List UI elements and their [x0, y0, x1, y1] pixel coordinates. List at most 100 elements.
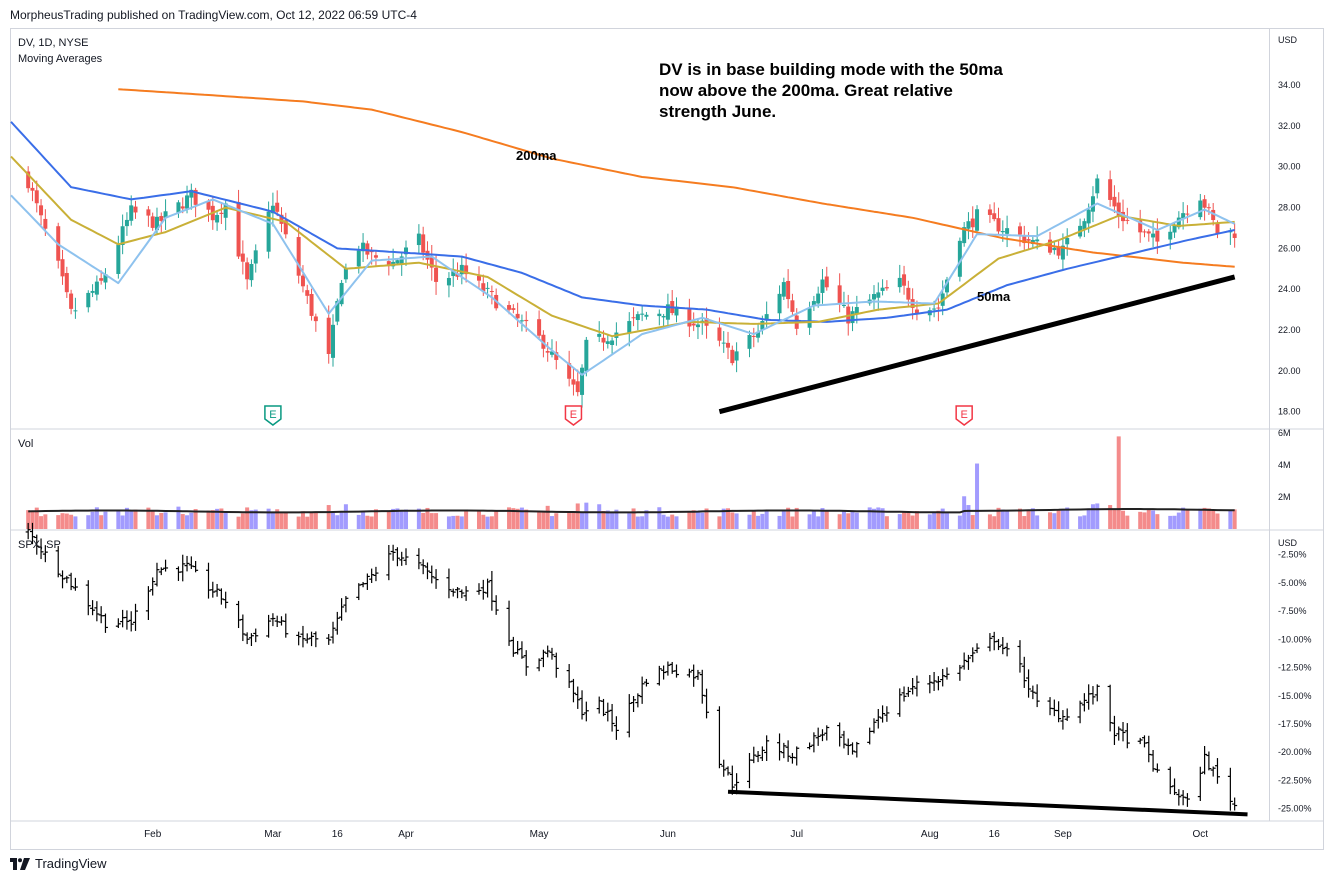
price-candle [507, 305, 512, 310]
volume-bar [94, 507, 99, 529]
spx-ohlc-bar [935, 676, 941, 691]
spx-ohlc-bar [673, 664, 679, 678]
price-candle [485, 287, 490, 289]
price-candle [296, 237, 301, 276]
price-candle [571, 379, 576, 385]
price-candle [361, 242, 366, 252]
spx-ohlc-bar [1202, 746, 1208, 775]
volume-bar [1000, 509, 1005, 529]
volume-bar [519, 507, 524, 529]
price-candle [996, 218, 1001, 232]
spx-ohlc-bar [566, 664, 572, 688]
spx-ohlc-bar [25, 522, 31, 540]
spx-ohlc-bar [102, 613, 108, 633]
volume-bar [434, 513, 439, 529]
price-candle [601, 337, 606, 343]
spx-ohlc-bar [1180, 790, 1186, 806]
price-candle [185, 195, 190, 209]
spx-ohlc-bar [38, 538, 44, 560]
price-candle [434, 267, 439, 282]
price-candle [1060, 245, 1065, 260]
price-tick-label: 18.00 [1278, 407, 1301, 417]
price-candle [459, 264, 464, 275]
time-tick-label: Aug [921, 829, 939, 840]
price-candle [811, 301, 816, 306]
price-candle [717, 327, 722, 341]
price-candle [635, 314, 640, 321]
volume-bar [614, 509, 619, 529]
volume-tick-label: 4M [1278, 460, 1291, 470]
spx-ohlc-bar [991, 631, 997, 651]
volume-bar [781, 511, 786, 529]
spx-ohlc-bar [540, 649, 546, 668]
spx-ohlc-bar [356, 583, 362, 601]
volume-bar [507, 507, 512, 529]
earnings-marker-icon[interactable]: E [264, 405, 282, 426]
price-candle [339, 282, 344, 305]
spx-ohlc-bar [970, 647, 976, 663]
volume-bar [747, 514, 752, 529]
price-candle [60, 259, 65, 277]
spx-ohlc-bar [309, 631, 315, 647]
spx-symbol-label[interactable]: SPX, SP [18, 539, 61, 551]
spx-ohlc-bar [270, 613, 276, 627]
price-symbol-label[interactable]: DV, 1D, NYSE [18, 37, 89, 49]
volume-bar [361, 511, 366, 529]
price-candle [129, 205, 134, 221]
spx-ohlc-bar [1124, 723, 1130, 749]
volume-bar [1172, 515, 1177, 529]
spx-ohlc-bar [755, 751, 761, 763]
price-candle [245, 262, 250, 280]
price-candle [30, 187, 35, 191]
volume-bar [253, 509, 258, 529]
volume-bar [876, 507, 881, 529]
spx-ohlc-bar [339, 598, 345, 621]
price-candle [1090, 196, 1095, 212]
price-candle [365, 243, 370, 255]
volume-bar [296, 516, 301, 529]
price-candle [549, 351, 554, 355]
price-candle [335, 300, 340, 322]
spx-ohlc-bar [1030, 685, 1036, 700]
price-candle [695, 324, 700, 328]
price-candle [464, 265, 469, 275]
price-candle [584, 339, 589, 372]
price-candle [747, 335, 752, 349]
volume-bar [64, 513, 69, 529]
earnings-marker-icon[interactable]: E [955, 405, 973, 426]
spx-ohlc-bar [343, 596, 349, 613]
volume-bar [1168, 515, 1173, 529]
volume-label[interactable]: Vol [18, 438, 34, 450]
spx-ohlc-bar [313, 631, 319, 648]
spx-tick-label: -5.00% [1278, 578, 1307, 588]
price-candle [270, 205, 275, 214]
volume-bar [786, 507, 791, 529]
spx-ohlc-bar [429, 565, 435, 584]
price-tick-label: 26.00 [1278, 243, 1301, 253]
volume-bar [1206, 508, 1211, 529]
indicator-label[interactable]: Moving Averages [18, 53, 103, 65]
price-candle [133, 206, 138, 213]
spx-ohlc-bar [961, 652, 967, 670]
volume-bar [1035, 515, 1040, 529]
spx-ohlc-bar [631, 696, 637, 713]
volume-bar [854, 512, 859, 529]
spx-ohlc-bar [764, 735, 770, 761]
price-candle [751, 335, 756, 337]
price-candle [721, 342, 726, 344]
price-candle [64, 273, 69, 293]
volume-bar [515, 508, 520, 529]
price-candle [163, 211, 168, 218]
x-axis: Feb Mar 16 Apr May Jun Jul Aug 16 Sep Oct [144, 829, 1208, 840]
spx-ohlc-bar [115, 618, 121, 628]
spx-ohlc-bar [29, 522, 35, 545]
price-tick-label: 28.00 [1278, 203, 1301, 213]
earnings-marker-icon[interactable]: E [564, 405, 583, 426]
spx-ohlc-bar [248, 633, 254, 646]
volume-bar [884, 516, 889, 529]
tradingview-logo[interactable]: TradingView [10, 856, 107, 871]
volume-bar [695, 510, 700, 529]
price-candle [249, 264, 254, 281]
spx-ohlc-bar [64, 575, 70, 584]
